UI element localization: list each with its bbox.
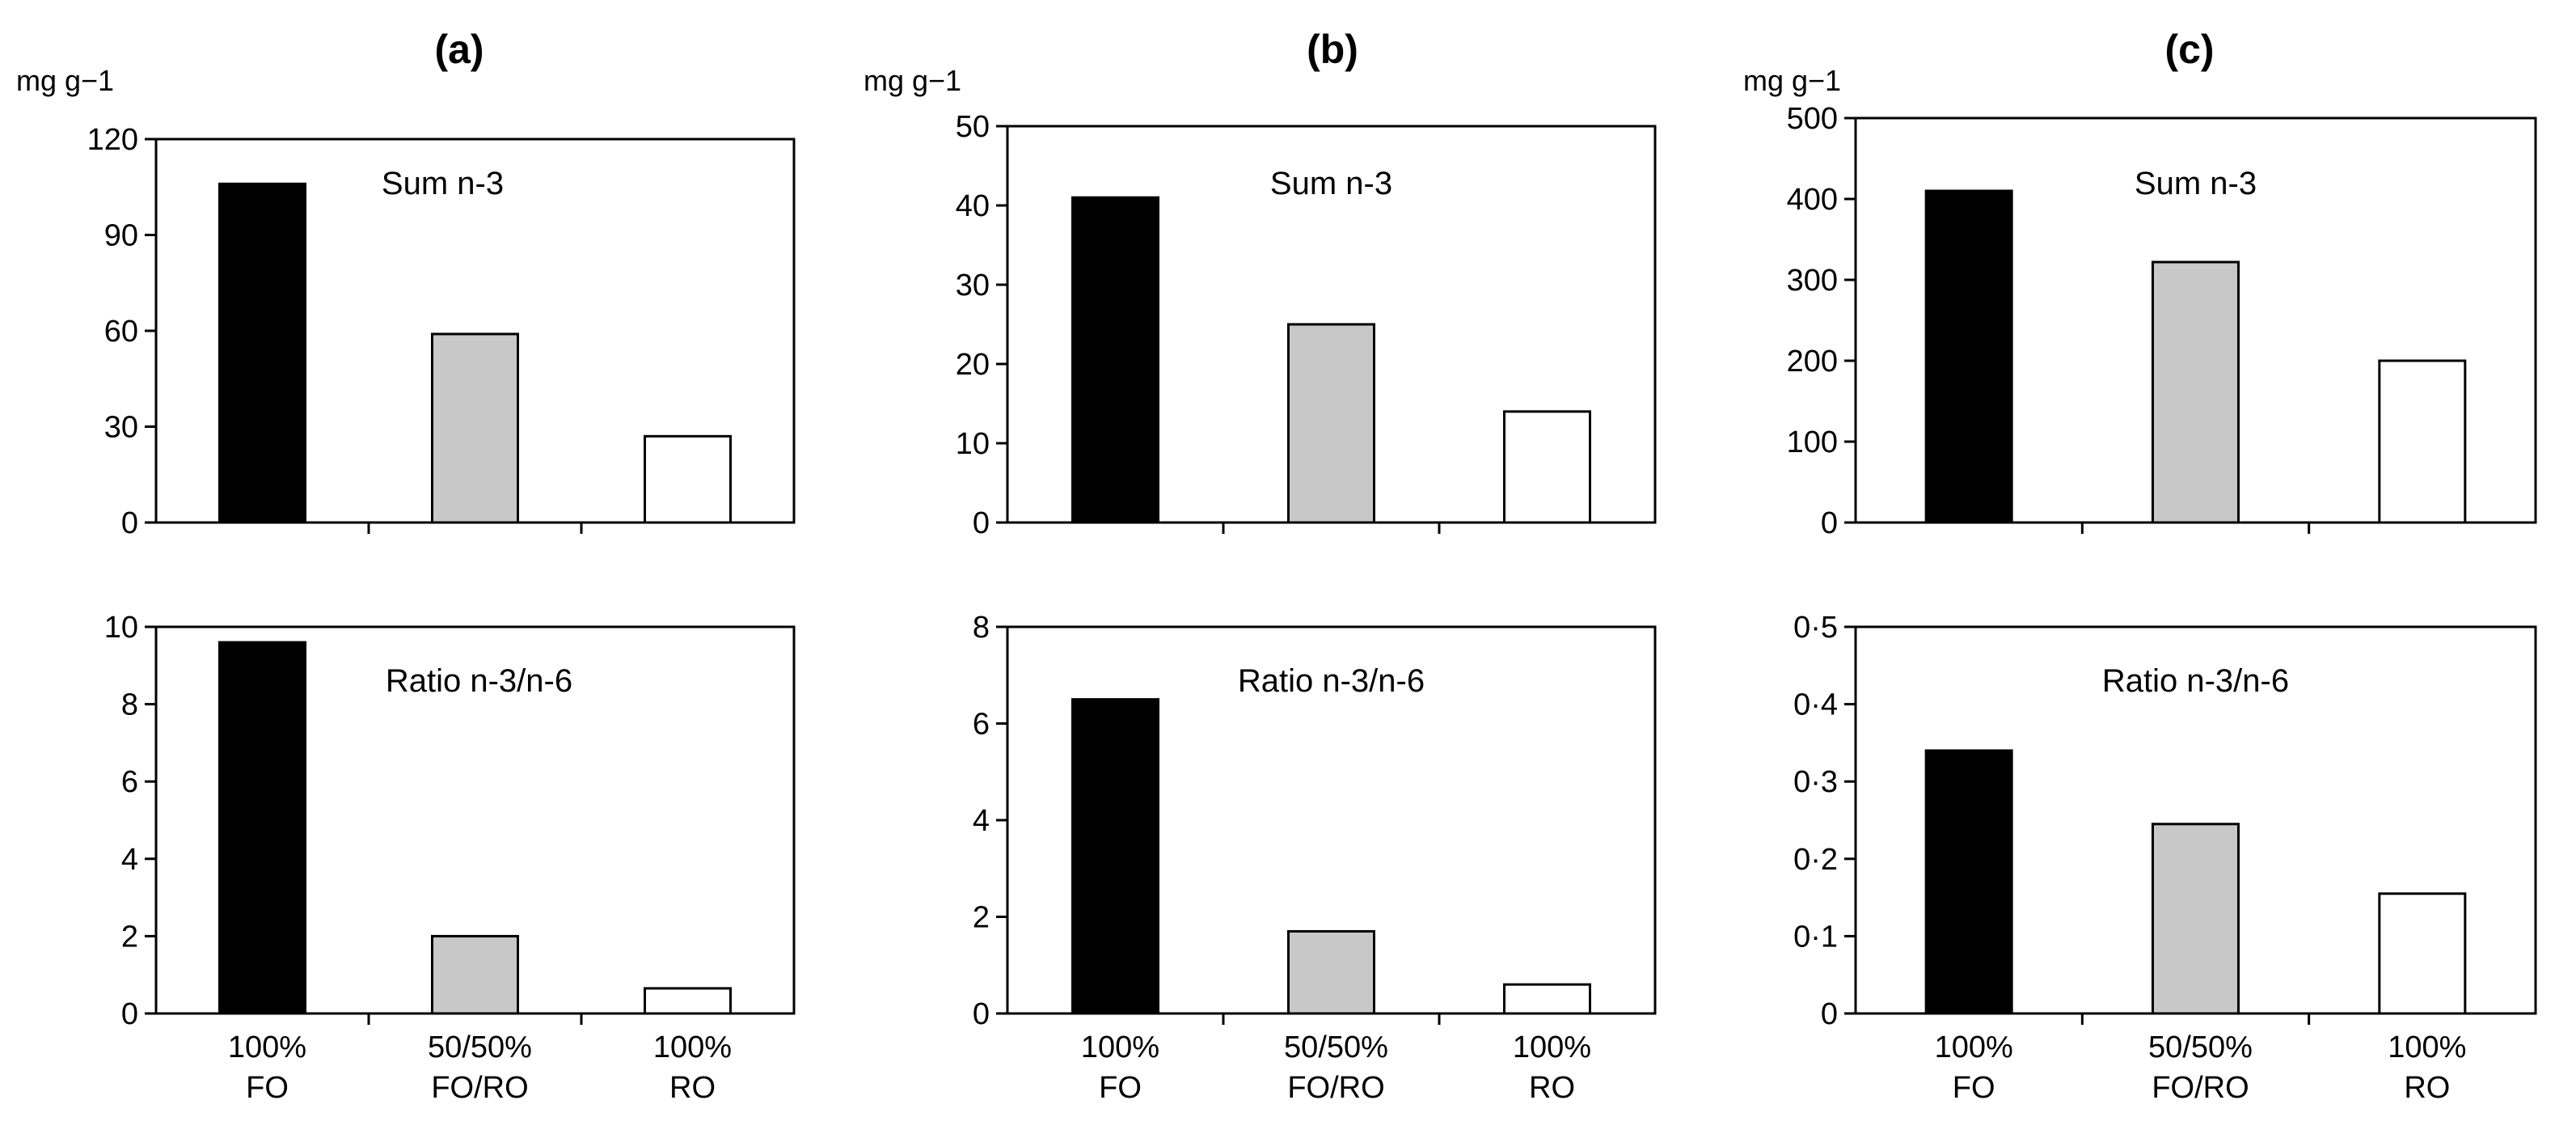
fig-b-category-label-line1: 100% (1513, 1030, 1591, 1064)
fig-b-panel-1-label: Sum n-3 (1270, 166, 1392, 201)
fig-c-panel-2-ytick-label: 0·1 (1793, 920, 1838, 954)
fig-c-panel-2-bar-1 (1924, 749, 2013, 1015)
fig-c-panel-2-bar-3 (2378, 892, 2467, 1015)
fig-a-panel-1-bar-2 (431, 332, 519, 524)
fig-c-panel-2-ytick-label: 0·2 (1793, 843, 1838, 877)
panel-title-a: (a) (434, 27, 484, 72)
fig-a-panel-1-ytick-label: 90 (104, 219, 138, 253)
fig-c-panel-2-ytick-label: 0 (1821, 997, 1838, 1031)
y-unit-label-c: mg g−1 (1743, 64, 1841, 97)
fig-a-category-label-line1: 50/50% (428, 1030, 532, 1064)
fig-a-panel-2-ytick-label: 10 (104, 611, 138, 645)
fig-c-panel-1-ytick-label: 200 (1787, 345, 1838, 379)
fig-b-category-label-line2: FO/RO (1287, 1071, 1384, 1105)
fig-a-panel-2-label: Ratio n-3/n-6 (386, 663, 572, 699)
fig-c-panel-1-bar-2 (2152, 260, 2240, 524)
fig-a-panel-1-label: Sum n-3 (382, 166, 504, 201)
fig-a-panel-2-bar-3 (644, 987, 732, 1015)
fig-c-panel-1-bar-3 (2378, 359, 2467, 524)
fig-a-panel-1-ytick-label: 30 (104, 411, 138, 445)
fig-b-panel-2-bar-3 (1503, 983, 1591, 1015)
fig-c-panel-2-ytick-label: 0·5 (1793, 611, 1838, 645)
fig-b-category-label-line2: FO (1099, 1071, 1142, 1105)
fig-c-category-label-line1: 50/50% (2148, 1030, 2253, 1064)
fig-b-panel-1-ytick-label: 10 (956, 427, 990, 461)
fig-a-panel-1-ytick-label: 0 (121, 506, 138, 540)
fig-c-panel-2-bar-2 (2152, 823, 2240, 1015)
fig-c-panel-2-label: Ratio n-3/n-6 (2102, 663, 2289, 699)
fig-c-panel-1-ytick-label: 300 (1787, 264, 1838, 298)
fig-a-category-label-line1: 100% (653, 1030, 732, 1064)
fig-b-panel-2-label: Ratio n-3/n-6 (1238, 663, 1425, 699)
fig-c-panel-1-ytick-label: 400 (1787, 183, 1838, 217)
fig-c-panel-1-label: Sum n-3 (2135, 166, 2257, 201)
fig-c-panel-1-bar-1 (1924, 189, 2013, 524)
fig-b-panel-2-bar-2 (1287, 929, 1375, 1015)
fig-c-category-label-line2: RO (2404, 1071, 2450, 1105)
fig-b-panel-1-ytick-label: 50 (956, 110, 990, 144)
fig-a-panel-1-ytick-label: 120 (87, 123, 138, 157)
fig-b-category-label-line1: 50/50% (1284, 1030, 1388, 1064)
panel-title-c: (c) (2164, 27, 2214, 72)
fig-b-category-label-line1: 100% (1081, 1030, 1159, 1064)
fig-c-panel-2-ytick-label: 0·4 (1793, 688, 1838, 722)
fig-c-panel-1-ytick-label: 0 (1821, 506, 1838, 540)
fig-a-panel-2-ytick-label: 6 (121, 765, 138, 799)
fig-b-panel-1-bar-1 (1071, 196, 1159, 524)
fig-a-panel-2-ytick-label: 4 (121, 843, 138, 877)
fig-c-category-label-line2: FO (1953, 1071, 1995, 1105)
fig-b-panel-1-ytick-label: 20 (956, 348, 990, 382)
fig-a-panel-2-ytick-label: 2 (121, 920, 138, 954)
fig-c-panel-1-ytick-label: 100 (1787, 425, 1838, 459)
y-unit-label-b: mg g−1 (864, 64, 961, 97)
y-unit-label-a: mg g−1 (16, 64, 114, 97)
fig-c-panel-2-ytick-label: 0·3 (1793, 765, 1838, 799)
fig-a-category-label-line2: FO (246, 1071, 289, 1105)
fig-b-panel-1-ytick-label: 30 (956, 269, 990, 303)
panel-title-b: (b) (1307, 27, 1358, 72)
fig-a-panel-2-ytick-label: 8 (121, 688, 138, 722)
fig-b-panel-1-ytick-label: 0 (973, 506, 990, 540)
fig-b-category-label-line2: RO (1529, 1071, 1575, 1105)
fig-c-category-label-line1: 100% (1935, 1030, 2013, 1064)
fig-a-panel-1-ytick-label: 60 (104, 315, 138, 349)
fig-a-panel-2-bar-1 (218, 641, 306, 1015)
fig-c-category-label-line2: FO/RO (2152, 1071, 2249, 1105)
fig-b-panel-1-ytick-label: 40 (956, 189, 990, 223)
fig-b-panel-1-bar-3 (1503, 410, 1591, 524)
fig-b-panel-2-ytick-label: 6 (973, 708, 990, 742)
fig-a-category-label-line2: RO (669, 1071, 716, 1105)
fig-a-panel-2-bar-2 (431, 934, 519, 1015)
fig-c-category-label-line1: 100% (2388, 1030, 2466, 1064)
fig-b-panel-2-bar-1 (1071, 698, 1159, 1015)
fig-a-panel-2-ytick-label: 0 (121, 997, 138, 1031)
fig-b-panel-2-ytick-label: 0 (973, 997, 990, 1031)
fig-b-panel-2-ytick-label: 8 (973, 611, 990, 645)
fig-a-panel-1-bar-3 (644, 434, 732, 524)
fig-b-panel-2-ytick-label: 2 (973, 901, 990, 935)
fig-a-panel-1-bar-1 (218, 182, 306, 524)
fig-b-panel-2-ytick-label: 4 (973, 804, 990, 838)
fig-a-category-label-line1: 100% (228, 1030, 306, 1064)
fig-c-panel-1-ytick-label: 500 (1787, 102, 1838, 136)
fig-a-category-label-line2: FO/RO (431, 1071, 528, 1105)
fig-b-panel-1-bar-2 (1287, 323, 1375, 524)
